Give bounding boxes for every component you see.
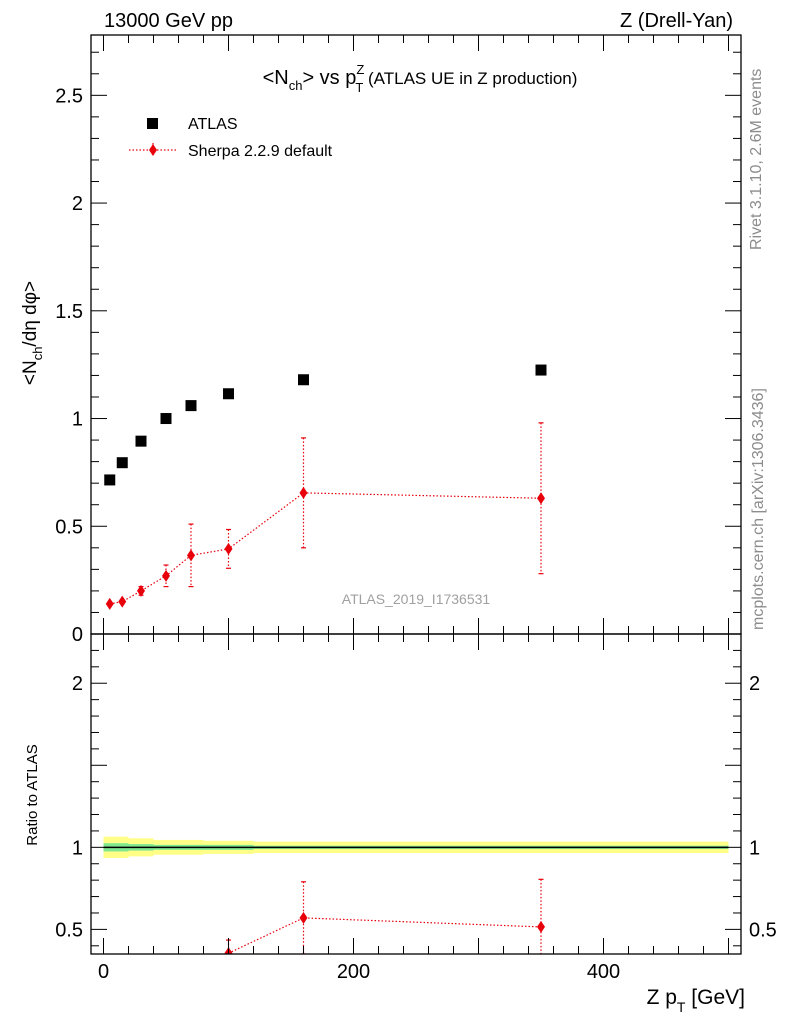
ratio-frame: [90, 633, 742, 955]
y-tick-label: 0: [72, 624, 83, 646]
atlas-point: [298, 374, 309, 386]
sherpa-line: [109, 492, 542, 605]
sherpa-point: [118, 595, 127, 608]
atlas-point: [104, 474, 116, 486]
header-left: 13000 GeV pp: [104, 10, 233, 32]
sherpa-point: [299, 486, 308, 499]
side-label-bottom: mcplots.cern.ch [arXiv:1306.3436]: [750, 388, 767, 630]
atlas-point: [116, 457, 128, 469]
y-tick-label: 1.5: [55, 301, 83, 323]
ratio-plot-area: [103, 836, 729, 954]
legend: ATLAS Sherpa 2.2.9 default: [129, 116, 333, 160]
x-tick-label: 200: [337, 961, 370, 983]
plot-title: <Nch> vs pZ T (ATLAS UE in Z production): [263, 62, 578, 95]
atlas-point: [223, 388, 234, 400]
ratio-y-tick-label: 0.5: [55, 919, 83, 941]
analysis-watermark: ATLAS_2019_I1736531: [342, 591, 491, 607]
legend-label-sherpa: Sherpa 2.2.9 default: [188, 143, 333, 160]
legend-marker-sherpa: [149, 144, 157, 156]
ratio-y-tick-label: 1: [72, 837, 83, 859]
y-axis-label-ratio: Ratio to ATLAS: [24, 744, 41, 845]
atlas-point: [185, 400, 197, 412]
legend-marker-atlas: [147, 118, 158, 129]
x-tick-label: 0: [98, 961, 109, 983]
sherpa-point: [137, 584, 145, 597]
sherpa-point: [224, 542, 233, 555]
legend-label-atlas: ATLAS: [188, 116, 238, 133]
x-axis-label: Z pT [GeV]: [647, 986, 745, 1015]
sherpa-point: [105, 597, 114, 610]
sherpa-ratio-line: [228, 917, 542, 954]
sherpa-point: [187, 549, 195, 562]
y-tick-label: 2: [72, 193, 83, 215]
main-plot-area: [104, 364, 547, 610]
ratio-y-tick-label: 2: [72, 673, 83, 695]
y-tick-label: 1: [72, 409, 83, 431]
ratio-y-tick-label-right: 2: [749, 673, 760, 695]
y-tick-label: 2.5: [55, 85, 83, 107]
ratio-y-tick-label-right: 0.5: [749, 919, 777, 941]
axes: 0 0.5 1 1.5 2 2.5 0 200 400 0.5 0.5 1 1 2 2: [55, 34, 777, 983]
x-tick-label: 400: [587, 961, 620, 983]
header-right: Z (Drell-Yan): [620, 10, 733, 32]
sherpa-point: [162, 569, 170, 582]
atlas-point: [160, 413, 172, 425]
sherpa-ratio-point: [299, 911, 308, 924]
y-axis-label-main: <Nch/dη dφ>: [20, 281, 45, 385]
atlas-point: [535, 364, 547, 376]
ratio-y-tick-label-right: 1: [749, 837, 760, 859]
sherpa-point: [537, 492, 545, 505]
sherpa-ratio-point: [537, 920, 545, 933]
y-tick-label: 0.5: [55, 516, 83, 538]
side-label-top: Rivet 3.1.10, 2.6M events: [748, 69, 765, 250]
atlas-point: [135, 435, 147, 447]
